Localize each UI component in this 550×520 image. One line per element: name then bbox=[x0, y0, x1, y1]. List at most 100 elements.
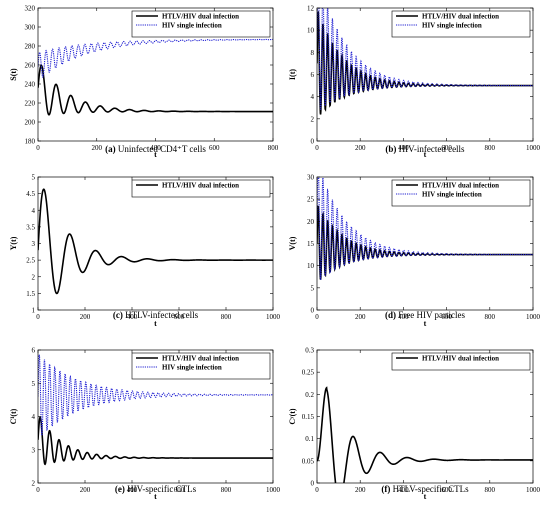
y-axis-label: I(t) bbox=[288, 69, 297, 80]
x-tick-label: 200 bbox=[355, 144, 366, 152]
x-tick-label: 400 bbox=[127, 486, 138, 494]
x-tick-label: 0 bbox=[315, 313, 319, 321]
y-axis-label: Cᴵ(t) bbox=[9, 408, 18, 424]
legend-entry: HTLV/HIV dual infection bbox=[422, 13, 499, 21]
legend-entry: HIV single infection bbox=[422, 22, 482, 30]
x-tick-label: 400 bbox=[398, 144, 409, 152]
legend-entry: HTLV/HIV dual infection bbox=[162, 182, 239, 190]
y-tick-label: 200 bbox=[25, 119, 36, 127]
y-tick-label: 15 bbox=[307, 240, 315, 248]
x-tick-label: 400 bbox=[398, 313, 409, 321]
x-tick-label: 800 bbox=[221, 486, 232, 494]
x-axis-label: t bbox=[424, 492, 427, 501]
y-tick-label: 25 bbox=[307, 196, 315, 204]
legend-entry: HIV single infection bbox=[162, 22, 222, 30]
y-tick-label: 0 bbox=[311, 138, 315, 146]
x-tick-label: 200 bbox=[355, 486, 366, 494]
y-tick-label: 0.25 bbox=[302, 369, 315, 377]
x-axis-label: t bbox=[424, 150, 427, 159]
y-tick-label: 5 bbox=[32, 174, 36, 182]
legend-entry: HTLV/HIV dual infection bbox=[422, 182, 499, 190]
series-line-1 bbox=[317, 386, 533, 483]
y-tick-label: 12 bbox=[307, 5, 315, 13]
y-tick-label: 0 bbox=[311, 307, 315, 315]
series-line-1 bbox=[38, 416, 273, 466]
y-tick-label: 6 bbox=[311, 71, 315, 79]
legend-entry: HIV single infection bbox=[422, 191, 482, 199]
series-line-1 bbox=[38, 188, 273, 295]
y-tick-label: 4 bbox=[32, 413, 36, 421]
y-tick-label: 8 bbox=[311, 49, 315, 57]
x-tick-label: 200 bbox=[355, 313, 366, 321]
x-tick-label: 0 bbox=[36, 486, 40, 494]
panel-a: 0 200 400 600 800 180 200 220 240 260 280 300 320 t S(… bbox=[9, 5, 279, 160]
y-tick-label: 5 bbox=[32, 380, 36, 388]
panel-c: 0 200 400 600 800 1000 1 1.5 2 2.5 3 3.5 4 4.5 5 t Y(t) H… bbox=[9, 174, 281, 329]
y-tick-label: 0.1 bbox=[305, 435, 314, 443]
x-tick-label: 200 bbox=[92, 144, 103, 152]
y-tick-label: 4 bbox=[32, 207, 36, 215]
panel-caption: (d) Free HIV particles bbox=[385, 310, 466, 320]
y-tick-label: 240 bbox=[25, 81, 36, 89]
y-tick-label: 2 bbox=[311, 115, 315, 123]
y-axis-label: V(t) bbox=[288, 236, 297, 250]
y-axis-label: Cʸ(t) bbox=[288, 408, 297, 424]
y-tick-label: 30 bbox=[307, 174, 315, 182]
panel-caption: (b) HIV-infected cells bbox=[385, 144, 465, 154]
x-tick-label: 800 bbox=[485, 144, 496, 152]
y-tick-label: 3 bbox=[32, 446, 36, 454]
y-tick-label: 3 bbox=[32, 240, 36, 248]
y-tick-label: 180 bbox=[25, 138, 36, 146]
y-tick-label: 320 bbox=[25, 5, 36, 13]
legend: HTLV/HIV dual infection bbox=[391, 352, 531, 371]
x-tick-label: 0 bbox=[315, 486, 319, 494]
x-axis-label: t bbox=[154, 492, 157, 501]
x-tick-label: 600 bbox=[209, 144, 220, 152]
legend-entry: HTLV/HIV dual infection bbox=[162, 355, 239, 363]
y-tick-label: 10 bbox=[307, 262, 315, 270]
y-tick-label: 300 bbox=[25, 24, 36, 32]
legend-entry: HTLV/HIV dual infection bbox=[162, 13, 239, 21]
panel-d: 0 200 400 600 800 1000 0 5 10 15 20 25 30 t V(t) HTLV/H… bbox=[288, 174, 541, 329]
y-tick-label: 220 bbox=[25, 100, 36, 108]
legend-entry: HTLV/HIV dual infection bbox=[422, 355, 499, 363]
y-tick-label: 0.3 bbox=[305, 347, 314, 355]
legend: HTLV/HIV dual infection bbox=[131, 179, 271, 198]
y-tick-label: 1.5 bbox=[26, 290, 35, 298]
x-tick-label: 1000 bbox=[526, 486, 541, 494]
x-tick-label: 200 bbox=[80, 313, 91, 321]
x-tick-label: 1000 bbox=[526, 144, 541, 152]
x-tick-label: 600 bbox=[174, 486, 185, 494]
y-tick-label: 4 bbox=[311, 93, 315, 101]
series-line-1 bbox=[317, 205, 533, 280]
x-tick-label: 800 bbox=[485, 486, 496, 494]
x-tick-label: 400 bbox=[150, 144, 161, 152]
y-tick-label: 2 bbox=[32, 273, 36, 281]
x-tick-label: 800 bbox=[268, 144, 279, 152]
x-axis-label: t bbox=[424, 319, 427, 328]
y-tick-label: 5 bbox=[311, 284, 315, 292]
x-tick-label: 1000 bbox=[266, 486, 281, 494]
x-tick-label: 600 bbox=[441, 313, 452, 321]
y-tick-label: 0 bbox=[311, 480, 315, 488]
y-tick-label: 4.5 bbox=[26, 190, 35, 198]
x-tick-label: 0 bbox=[36, 144, 40, 152]
y-tick-label: 260 bbox=[25, 62, 36, 70]
x-tick-label: 600 bbox=[441, 144, 452, 152]
x-tick-label: 800 bbox=[485, 313, 496, 321]
y-tick-label: 2 bbox=[32, 480, 36, 488]
x-tick-label: 400 bbox=[398, 486, 409, 494]
y-axis-label: Y(t) bbox=[9, 236, 18, 250]
x-tick-label: 1000 bbox=[526, 313, 541, 321]
panel-f: 0 200 400 600 800 1000 0 0.05 0.1 0.15 0.2 0.25 0.3 t… bbox=[288, 347, 541, 502]
x-tick-label: 200 bbox=[80, 486, 91, 494]
y-tick-label: 20 bbox=[307, 218, 315, 226]
panel-e: 0 200 400 600 800 1000 2 3 4 5 6 t Cᴵ(t) HTLV/HIV dua… bbox=[9, 347, 281, 502]
x-axis-label: t bbox=[154, 319, 157, 328]
x-tick-label: 600 bbox=[441, 486, 452, 494]
panel-caption: (c) HTLV-infected cells bbox=[113, 310, 199, 320]
x-tick-label: 400 bbox=[127, 313, 138, 321]
x-tick-label: 800 bbox=[221, 313, 232, 321]
